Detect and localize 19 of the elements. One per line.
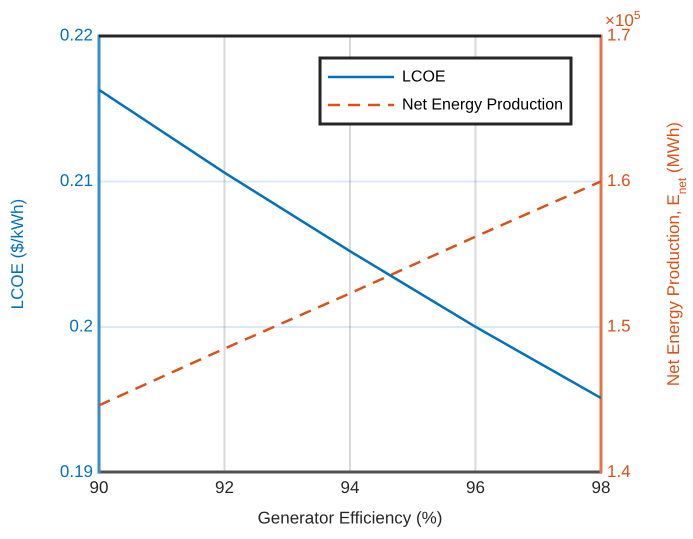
x-tick-label: 98 — [592, 478, 610, 498]
y2-tick-label: 1.6 — [607, 171, 631, 190]
y-tick-label: 0.21 — [60, 171, 93, 190]
legend-label: Net Energy Production — [402, 96, 564, 114]
x-tick-label: 90 — [90, 478, 108, 498]
line-series — [99, 180, 601, 407]
y2-tick-label: 1.5 — [607, 316, 631, 336]
y-tick-label: 0.2 — [69, 316, 93, 336]
y2-tick-label: 1.4 — [607, 462, 631, 481]
y-tick-label: 0.19 — [60, 462, 93, 481]
legend-label: LCOE — [402, 68, 446, 86]
y-axis-title: LCOE ($/kWh) — [8, 198, 27, 310]
x-tick-label: 92 — [215, 478, 234, 498]
y-tick-label: 0.22 — [60, 26, 93, 45]
y2-axis-title: Net Energy Production, Enet (MWh) — [664, 122, 689, 386]
x-tick-label: 96 — [466, 478, 485, 498]
y2-tick-label: 1.7 — [607, 26, 631, 45]
x-axis-title: Generator Efficiency (%) — [258, 508, 442, 528]
x-tick-label: 94 — [340, 478, 360, 498]
